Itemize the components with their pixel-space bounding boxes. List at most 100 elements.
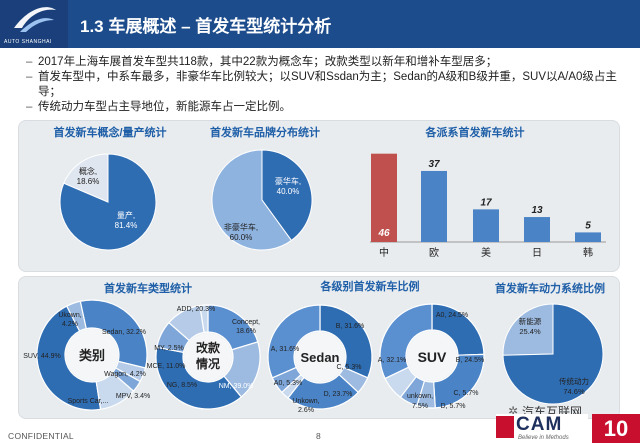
slice-label: A0, 5.3% (274, 380, 302, 387)
donut-center (295, 332, 345, 382)
slice-label: 概念, (79, 166, 97, 176)
bar (371, 153, 397, 242)
donut-slice (155, 346, 243, 410)
slice-label: 7.5% (412, 403, 428, 410)
slice-label: 40.0% (277, 187, 300, 196)
chart-title: 首发新车动力系统比例 (495, 281, 605, 295)
cam-logo: CAM Believe in Methods (496, 414, 588, 443)
slice-label: NG, 8.5% (167, 382, 197, 389)
slice-label: Concept, (232, 319, 260, 326)
pie-slice (502, 303, 604, 405)
bar-value-label: 37 (428, 159, 440, 170)
chart-title: 首发新车类型统计 (104, 281, 192, 295)
slice-label: SUV, 44.9% (23, 353, 61, 360)
donut-center-label: 改款 (196, 340, 221, 355)
slice-label: unkown, (407, 393, 433, 400)
bar-value-label: 46 (377, 228, 390, 239)
pie-slice (211, 149, 293, 251)
cam-logo-mark-icon (496, 416, 514, 438)
cam-tagline: Believe in Methods (518, 435, 569, 441)
slice-label: MPV, 3.4% (116, 393, 150, 400)
slice-label: A, 32.1% (378, 357, 406, 364)
confidential-label: CONFIDENTIAL (8, 431, 74, 441)
x-tick-label: 韩 (583, 246, 593, 259)
donut-center (66, 329, 118, 381)
bar-value-label: 5 (585, 220, 591, 231)
slice-label: 新能源 (519, 316, 542, 326)
bar (524, 217, 550, 242)
slice-label: C, 5.3% (337, 364, 362, 371)
chart-title: 首发新车概念/量产统计 (53, 125, 166, 139)
bar-value-label: 13 (531, 205, 543, 216)
bar (421, 170, 447, 242)
bullet-item: – 2017年上海车展首发车型共118款，其中22款为概念车；改款类型以新年和增… (26, 55, 626, 70)
slice-label: MCE, 11.0% (147, 363, 186, 370)
bullet-text: 传统动力车型占主导地位，新能源车占一定比例。 (38, 101, 291, 113)
bullet-text: 首发车型中，中系车最多，非豪华车比例较大；以SUV和Ssdan为主；Sedan的… (38, 71, 617, 98)
auto-shanghai-logo: AUTO SHANGHAI (0, 0, 68, 48)
donut-slice (379, 303, 433, 380)
donut-slice (199, 304, 209, 333)
slice-label: Sedan, 32.2% (102, 329, 146, 336)
bar-value-label: 17 (480, 197, 492, 208)
donut-center-label: SUV (418, 349, 447, 365)
pie-slice (502, 303, 554, 356)
chart-title: 首发新车品牌分布统计 (210, 125, 320, 139)
logo-text: AUTO SHANGHAI (4, 39, 52, 45)
slice-label: Sports Car,... (68, 398, 109, 405)
slice-label: 25.4% (519, 327, 541, 336)
slice-label: B, 24.5% (456, 357, 484, 364)
slice-label: 豪华车, (275, 176, 301, 186)
wechat-icon: ✲ (508, 404, 519, 418)
bullet-dash: – (26, 71, 33, 83)
slice-label: 18.6% (236, 328, 256, 335)
slice-label: Ukown, (58, 312, 81, 319)
bullet-item: – 首发车型中，中系车最多，非豪华车比例较大；以SUV和Ssdan为主；Seda… (26, 70, 626, 100)
bullet-dash: – (26, 56, 33, 68)
donut-slice (36, 305, 102, 411)
bullet-dash: – (26, 101, 33, 113)
donut-center (407, 331, 457, 381)
slice-label: 4.2% (62, 321, 78, 328)
slice-label: 81.4% (115, 221, 138, 230)
donut-center (184, 333, 232, 381)
donut-slice (95, 371, 135, 411)
slice-label: 74.6% (563, 387, 585, 396)
donut-slice (267, 304, 321, 379)
bar (473, 209, 499, 242)
donut-center-label: 情况 (196, 356, 220, 371)
donut-slice (319, 304, 373, 379)
logo-swoosh-icon (14, 7, 56, 32)
title-bar: 1.3 车展概述 – 首发车型统计分析 (68, 0, 640, 48)
slice-label: Unkown, (292, 398, 319, 405)
chart-title: 各级别首发新车比例 (320, 279, 420, 293)
page-title: 1.3 车展概述 – 首发车型统计分析 (80, 16, 332, 36)
slice-label: 量产, (117, 210, 135, 220)
slice-label: NM, 39.0% (219, 383, 254, 390)
slice-label: 18.6% (77, 177, 100, 186)
anniversary-badge: 10 (592, 414, 640, 443)
slice-label: 2.6% (298, 407, 314, 414)
slice-label: A0, 24.5% (436, 312, 468, 319)
x-tick-label: 欧 (429, 247, 439, 259)
chart-title: 各派系首发新车统计 (425, 125, 525, 139)
bullet-item: – 传统动力车型占主导地位，新能源车占一定比例。 (26, 100, 626, 115)
bullet-text: 2017年上海车展首发车型共118款，其中22款为概念车；改款类型以新年和增补车… (38, 56, 498, 68)
slice-label: D, 23.7% (324, 391, 353, 398)
pie-slice (261, 149, 313, 242)
slice-label: B, 31.6% (336, 323, 364, 330)
donut-center-label: 类别 (79, 348, 105, 363)
summary-bullets: – 2017年上海车展首发车型共118款，其中22款为概念车；改款类型以新年和增… (26, 55, 626, 115)
x-tick-label: 中 (379, 246, 389, 259)
pie-slice (63, 153, 109, 203)
x-tick-label: 美 (481, 246, 491, 259)
slice-label: MY, 2.5% (154, 345, 183, 352)
slice-label: 60.0% (230, 233, 253, 242)
page-number: 8 (316, 431, 321, 441)
donut-slice (79, 299, 148, 369)
slice-label: 传统动力 (559, 376, 589, 386)
bar (575, 232, 601, 242)
slice-label: ADD, 20.3% (177, 306, 216, 313)
header-bar: AUTO SHANGHAI 1.3 车展概述 – 首发车型统计分析 (0, 0, 640, 48)
